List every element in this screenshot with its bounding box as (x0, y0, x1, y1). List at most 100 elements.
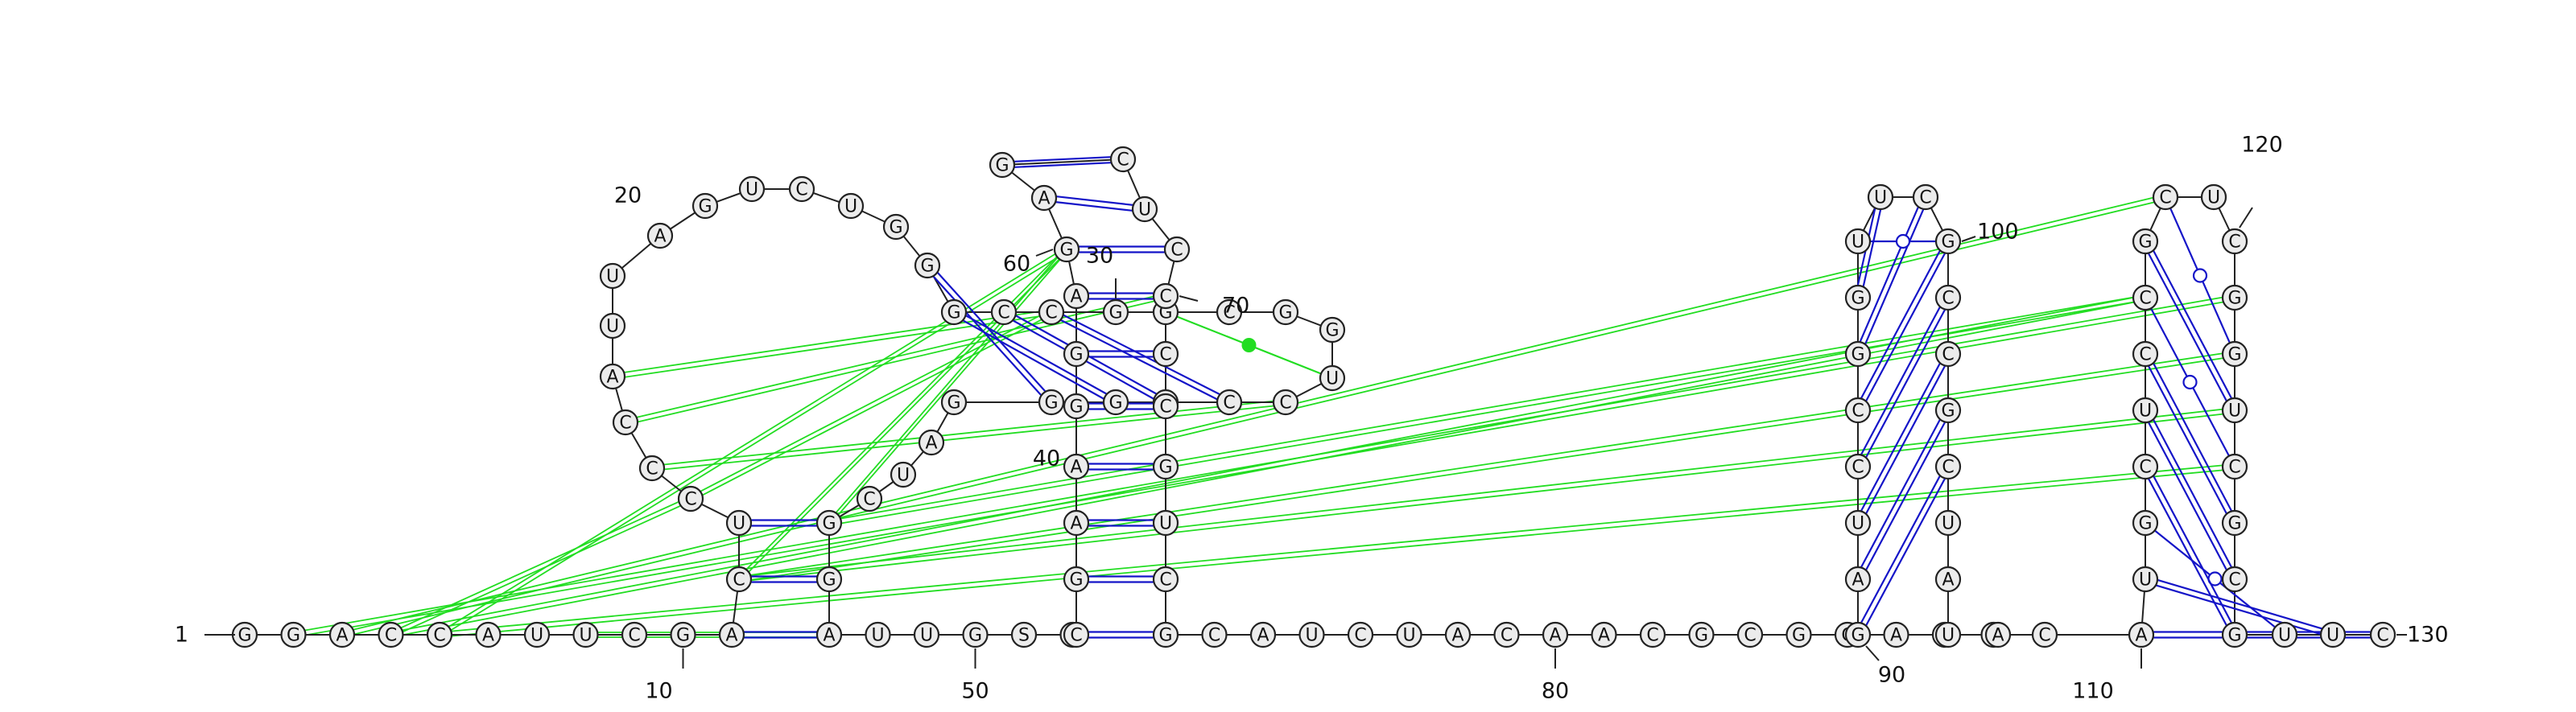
nucleotide-base-letter: G (1059, 241, 1073, 261)
nucleotide: C (1063, 621, 1090, 648)
nucleotide: U (1867, 183, 1894, 211)
nucleotide-circle (1201, 621, 1228, 648)
nucleotide: U (2200, 183, 2227, 211)
canonical-pair-line (2153, 250, 2233, 399)
nucleotide: G (1152, 453, 1179, 480)
nucleotide: A (1063, 282, 1090, 310)
position-label: 70 (1222, 294, 1249, 319)
nucleotide: A (918, 429, 945, 456)
nucleotide-circle (2132, 284, 2159, 311)
nucleotide: G (1844, 340, 1872, 368)
position-label: 120 (2241, 133, 2283, 158)
nucleotide-circle (677, 485, 704, 512)
canonical-pair-line (1864, 208, 1925, 345)
nucleotide-circle (2132, 397, 2159, 424)
nucleotide: C (1272, 389, 1299, 416)
nucleotide-circle (1844, 453, 1872, 480)
nucleotide-circle (670, 621, 696, 648)
nucleotide-circle (646, 222, 674, 249)
nucleotide-circle (718, 621, 745, 648)
nucleotide: C (612, 409, 639, 436)
nucleotide-circle (1591, 621, 1617, 648)
nucleotide-circle (1109, 146, 1137, 173)
nucleotide-base-letter: C (1070, 626, 1082, 646)
nucleotide-circle (523, 621, 551, 648)
nucleotide-circle (1844, 284, 1872, 311)
nucleotide-circle (1063, 393, 1090, 420)
nucleotide-base-letter: U (1326, 369, 1339, 389)
tertiary-interaction-line (612, 309, 1052, 375)
nucleotide: G (2132, 228, 2159, 255)
nucleotide-base-letter: G (947, 303, 960, 323)
nucleotide-base-letter: C (619, 414, 631, 434)
nucleotide-base-letter: G (1941, 233, 1955, 253)
nucleotide: A (815, 621, 843, 648)
nucleotide: C (1844, 397, 1872, 424)
nucleotide-circle (1844, 509, 1872, 537)
nucleotide: A (1030, 184, 1058, 212)
nucleotide-circle (788, 175, 815, 203)
nucleotide-base-letter: G (947, 393, 960, 414)
position-label: 50 (961, 679, 989, 704)
nucleotide: C (621, 621, 648, 648)
tertiary-interaction-line (738, 407, 2235, 578)
nucleotide: U (1934, 621, 1962, 648)
nucleotide: U (1934, 509, 1962, 537)
canonical-pair-line (1862, 209, 1882, 287)
nucleotide: G (691, 192, 719, 220)
nucleotide: C (2369, 621, 2396, 648)
nucleotide: A (1542, 621, 1569, 648)
nucleotide-circle (1493, 621, 1520, 648)
nucleotide: A (1444, 621, 1472, 648)
nucleotide: C (1934, 284, 1962, 311)
nucleotide-circle (1319, 364, 1346, 392)
nucleotide-circle (989, 151, 1016, 179)
nucleotide-base-letter: G (2227, 289, 2241, 309)
nucleotide: U (890, 461, 917, 488)
nucleotide: A (1844, 566, 1872, 593)
nucleotide-base-letter: A (1992, 626, 2004, 646)
nucleotide: C (378, 621, 404, 648)
nucleotide-circle (1152, 509, 1179, 537)
nucleotide-base-letter: C (997, 303, 1009, 323)
nucleotide: C (1493, 621, 1520, 648)
nucleotide: G (1038, 389, 1065, 416)
nucleotide-circle (1152, 393, 1179, 420)
nucleotide: G (1063, 340, 1090, 368)
nucleotide-circle (962, 621, 989, 648)
nucleotide-circle (1785, 621, 1812, 648)
tertiary-interaction-line (651, 404, 1286, 471)
nucleotide-base-letter: G (1069, 570, 1083, 591)
nucleotide-circle (1163, 236, 1191, 263)
nucleotide-base-letter: C (2228, 570, 2240, 591)
nucleotide-circle (2221, 340, 2248, 368)
nucleotide: G (882, 213, 910, 241)
nucleotide: C (1934, 340, 1962, 368)
nucleotide: G (962, 621, 989, 648)
nucleotide-base-letter: A (654, 227, 666, 247)
nucleotide-base-letter: C (1942, 289, 1954, 309)
nucleotide: U (725, 509, 753, 537)
nucleotide-base-letter: C (1919, 188, 1931, 208)
nucleotide-base-letter: G (1069, 397, 1083, 418)
nucleotide: C (1844, 453, 1872, 480)
nucleotide-circle (1063, 509, 1090, 537)
nucleotide-circle (1542, 621, 1569, 648)
nucleotide-base-letter: G (1851, 345, 1864, 365)
nucleotide-circle (815, 566, 843, 593)
nucleotide-base-letter: C (2139, 458, 2151, 478)
nucleotide: U (738, 175, 766, 203)
nucleotide-circle (2319, 621, 2347, 648)
nucleotide: C (638, 455, 666, 482)
nucleotide: G (1934, 228, 1962, 255)
nucleotide: G (2221, 621, 2248, 648)
nucleotide: G (1152, 621, 1179, 648)
canonical-pair-line (1060, 319, 1218, 401)
nucleotide-base-letter: C (433, 626, 445, 646)
nucleotide-base-letter: A (1070, 458, 1082, 478)
canonical-pair-line (1860, 475, 1941, 624)
nucleotide: G (815, 566, 843, 593)
position-tick (1179, 295, 1199, 302)
nucleotide-circle (638, 455, 666, 482)
